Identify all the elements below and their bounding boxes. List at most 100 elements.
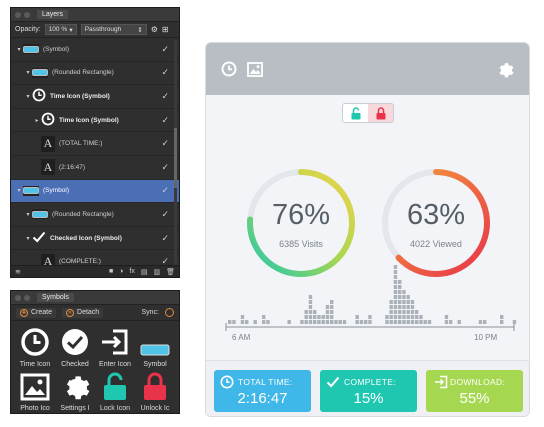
histogram-cell bbox=[398, 290, 402, 294]
image-icon[interactable] bbox=[247, 61, 263, 77]
visibility-check-icon[interactable]: ✓ bbox=[161, 185, 169, 196]
visibility-check-icon[interactable]: ✓ bbox=[161, 43, 169, 54]
trash-icon[interactable]: 🗑 bbox=[166, 268, 175, 276]
histogram-cell bbox=[398, 315, 402, 319]
adjustment-icon[interactable]: ◑ bbox=[119, 268, 124, 275]
symbol-item[interactable]: Checked bbox=[56, 324, 94, 368]
symbol-item[interactable]: Symbol bbox=[136, 324, 174, 368]
layers-stack-icon[interactable]: ≋ bbox=[15, 268, 21, 276]
symbol-item[interactable]: Photo Ico bbox=[16, 368, 54, 412]
card-header bbox=[206, 43, 529, 95]
download-tile[interactable]: DOWNLOAD: 55% bbox=[426, 370, 523, 412]
clock-icon[interactable] bbox=[221, 61, 237, 77]
histogram-cell bbox=[402, 300, 406, 304]
clock-icon bbox=[220, 375, 234, 389]
lock-option[interactable] bbox=[368, 104, 393, 122]
symbols-grid: Time Icon Checked Enter Icon Symbol Photo Ic… bbox=[11, 321, 179, 413]
layer-row[interactable]: ▾ (Symbol) ✓ bbox=[11, 179, 179, 204]
histogram-cell bbox=[500, 315, 504, 319]
close-dot[interactable] bbox=[15, 294, 21, 301]
group-icon[interactable]: ▥ bbox=[153, 268, 161, 276]
symbols-toolbar: ✚ Create ✕ Detach Sync: bbox=[11, 305, 179, 321]
disclosure-triangle-icon[interactable]: ▾ bbox=[26, 93, 30, 100]
opacity-value: 100 % bbox=[48, 26, 68, 33]
lock-icon bbox=[103, 371, 127, 403]
gear-icon[interactable] bbox=[497, 61, 514, 78]
visits-percent: 76% bbox=[271, 199, 331, 231]
disclosure-triangle-icon[interactable]: ▾ bbox=[26, 70, 30, 77]
total-time-tile[interactable]: TOTAL TIME: 2:16:47 bbox=[214, 370, 311, 412]
symbol-item[interactable]: Lock Icon bbox=[96, 368, 134, 412]
layer-row[interactable]: ▾ (Rounded Rectangle) ✓ bbox=[11, 62, 179, 86]
sync-toggle-icon[interactable] bbox=[165, 308, 174, 317]
layer-row[interactable]: ▸ Time Icon (Symbol) ✓ bbox=[11, 109, 179, 133]
layer-row[interactable]: ▾ Checked Icon (Symbol) ✓ bbox=[11, 227, 179, 251]
disclosure-triangle-icon[interactable]: ▾ bbox=[26, 211, 30, 218]
visibility-check-icon[interactable]: ✓ bbox=[161, 90, 169, 101]
layer-row[interactable]: ▾ (Symbol) ✓ bbox=[11, 38, 179, 62]
minimize-dot[interactable] bbox=[24, 11, 30, 18]
close-dot[interactable] bbox=[15, 11, 21, 18]
visits-ring-progress bbox=[247, 169, 355, 277]
chevron-down-icon: ▾ bbox=[69, 26, 73, 34]
layer-row[interactable]: ▾ Time Icon (Symbol) ✓ bbox=[11, 85, 179, 109]
histogram-cell bbox=[304, 310, 308, 314]
mask-icon[interactable]: ■ bbox=[108, 268, 114, 275]
tab-symbols[interactable]: Symbols bbox=[37, 293, 74, 302]
create-button[interactable]: ✚ Create bbox=[16, 307, 57, 318]
disclosure-triangle-icon[interactable]: ▾ bbox=[17, 46, 21, 53]
image-icon bbox=[20, 373, 50, 403]
unlock-option[interactable] bbox=[343, 104, 368, 122]
histogram-cell bbox=[402, 290, 406, 294]
layers-scroll-thumb[interactable] bbox=[174, 128, 177, 188]
visibility-check-icon[interactable]: ✓ bbox=[161, 256, 169, 267]
visibility-check-icon[interactable]: ✓ bbox=[161, 208, 169, 219]
histogram-cell bbox=[393, 305, 398, 309]
layer-settings-icon[interactable]: ⊞ bbox=[161, 25, 169, 34]
text-layer-icon: A bbox=[41, 159, 55, 176]
symbol-item[interactable]: Enter Icon bbox=[96, 324, 134, 368]
histogram-cell bbox=[406, 295, 410, 299]
card-body: 76% 6385 Visits 63% 4022 Viewed 6 AM 10 … bbox=[206, 95, 529, 360]
histogram-cell bbox=[398, 295, 402, 299]
minimize-dot[interactable] bbox=[24, 294, 30, 301]
disclosure-triangle-icon[interactable]: ▾ bbox=[17, 188, 21, 195]
fx-icon[interactable]: fx bbox=[129, 268, 135, 275]
lock-toggle[interactable] bbox=[342, 103, 394, 123]
symbol-label: Time Icon bbox=[19, 361, 51, 368]
visibility-check-icon[interactable]: ✓ bbox=[161, 114, 169, 125]
histogram-cell bbox=[330, 310, 334, 314]
new-layer-icon[interactable]: ▤ bbox=[140, 268, 148, 276]
histogram-cell bbox=[402, 310, 406, 314]
symbol-item[interactable]: Settings I bbox=[56, 368, 94, 412]
histogram-cell bbox=[338, 320, 342, 324]
histogram-cell bbox=[410, 320, 415, 324]
symbol-item[interactable]: Time Icon bbox=[16, 324, 54, 368]
detach-button[interactable]: ✕ Detach bbox=[62, 307, 104, 318]
layer-row[interactable]: A (TOTAL TIME:) ✓ bbox=[11, 132, 179, 156]
layer-name: (COMPLETE:) bbox=[59, 258, 101, 266]
enter-icon bbox=[435, 375, 448, 389]
histogram-cell bbox=[410, 305, 415, 309]
histogram-cell bbox=[313, 320, 317, 324]
disclosure-triangle-icon[interactable]: ▸ bbox=[35, 117, 39, 124]
symbol-item[interactable]: Unlock Ic bbox=[136, 368, 174, 412]
layer-name: Time Icon (Symbol) bbox=[50, 92, 110, 100]
layer-row[interactable]: A (2:16:47) ✓ bbox=[11, 156, 179, 180]
visibility-check-icon[interactable]: ✓ bbox=[161, 67, 169, 78]
histogram-cell bbox=[325, 310, 330, 314]
create-icon: ✚ bbox=[20, 308, 28, 317]
opacity-select[interactable]: 100 % ▾ bbox=[44, 24, 77, 35]
visibility-check-icon[interactable]: ✓ bbox=[161, 161, 169, 172]
complete-tile[interactable]: COMPLETE: 15% bbox=[320, 370, 417, 412]
disclosure-triangle-icon[interactable]: ▾ bbox=[26, 235, 30, 242]
gear-icon[interactable]: ⚙ bbox=[150, 25, 158, 34]
histogram-cell bbox=[304, 315, 308, 319]
histogram-cell bbox=[393, 315, 398, 319]
layer-row[interactable]: ▾ (Rounded Rectangle) ✓ bbox=[11, 203, 179, 227]
visibility-check-icon[interactable]: ✓ bbox=[161, 138, 169, 149]
symbol-label: Settings I bbox=[60, 405, 90, 412]
tab-layers[interactable]: Layers bbox=[37, 10, 69, 19]
blend-mode-select[interactable]: Passthrough ⇕ bbox=[80, 24, 147, 35]
visibility-check-icon[interactable]: ✓ bbox=[161, 232, 169, 243]
